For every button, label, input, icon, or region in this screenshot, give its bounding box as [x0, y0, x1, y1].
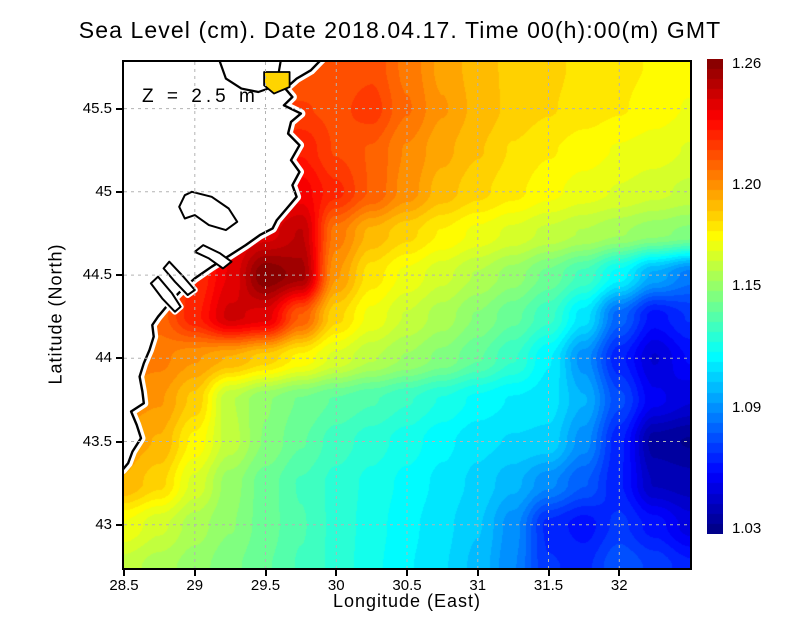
x-tick-label: 31.5: [533, 577, 564, 594]
y-tick-label: 43: [95, 515, 112, 533]
x-tick-mark: [618, 570, 621, 576]
lagoon-outline: [178, 190, 239, 232]
x-tick-label: 29: [186, 577, 204, 594]
colorbar-gradient: [707, 59, 723, 534]
x-tick-mark: [476, 570, 479, 576]
x-tick-mark: [406, 570, 408, 576]
y-tick-mark: [116, 190, 122, 193]
x-tick-mark: [193, 570, 196, 576]
x-tick-label: 30.5: [392, 577, 422, 594]
colorbar-tick-label: 1.15: [732, 277, 762, 295]
map-plot-area: Z = 2.5 m: [122, 60, 692, 570]
x-axis-label: Longitude (East): [332, 591, 482, 611]
colorbar-tick-label: 1.20: [732, 176, 762, 194]
colorbar-tick-label: 1.26: [732, 55, 762, 73]
y-tick-label: 44: [95, 349, 112, 367]
depth-annotation: Z = 2.5 m: [142, 86, 259, 107]
x-tick-mark: [335, 570, 338, 576]
plot-title: Sea Level (cm). Date 2018.04.17. Time 00…: [78, 17, 722, 43]
y-tick-label: 45: [95, 182, 112, 200]
y-tick-label: 45.5: [82, 99, 112, 117]
x-tick-mark: [264, 570, 267, 576]
x-tick-mark: [547, 570, 550, 576]
y-tick-label: 43.5: [82, 432, 112, 450]
colorbar: [707, 59, 723, 534]
y-tick-label: 44.5: [82, 266, 112, 284]
colorbar-tick-label: 1.03: [732, 519, 762, 537]
map-overlay: [124, 62, 690, 568]
x-tick-label: 32: [610, 577, 628, 594]
x-tick-label: 31: [469, 577, 487, 594]
coastline: [124, 62, 321, 470]
barrier-spit: [162, 260, 196, 296]
x-tick-label: 28.5: [109, 577, 139, 594]
y-tick-mark: [116, 107, 122, 110]
lagoon-patch: [263, 71, 291, 95]
y-tick-mark: [116, 523, 122, 526]
barrier-spit: [149, 275, 182, 313]
colorbar-tick-label: 1.09: [732, 398, 762, 416]
x-tick-label: 30: [327, 577, 345, 594]
x-tick-mark: [123, 570, 125, 576]
y-tick-mark: [116, 274, 122, 277]
x-tick-label: 29.5: [250, 577, 281, 594]
y-tick-mark: [116, 357, 122, 360]
y-tick-mark: [116, 440, 122, 443]
